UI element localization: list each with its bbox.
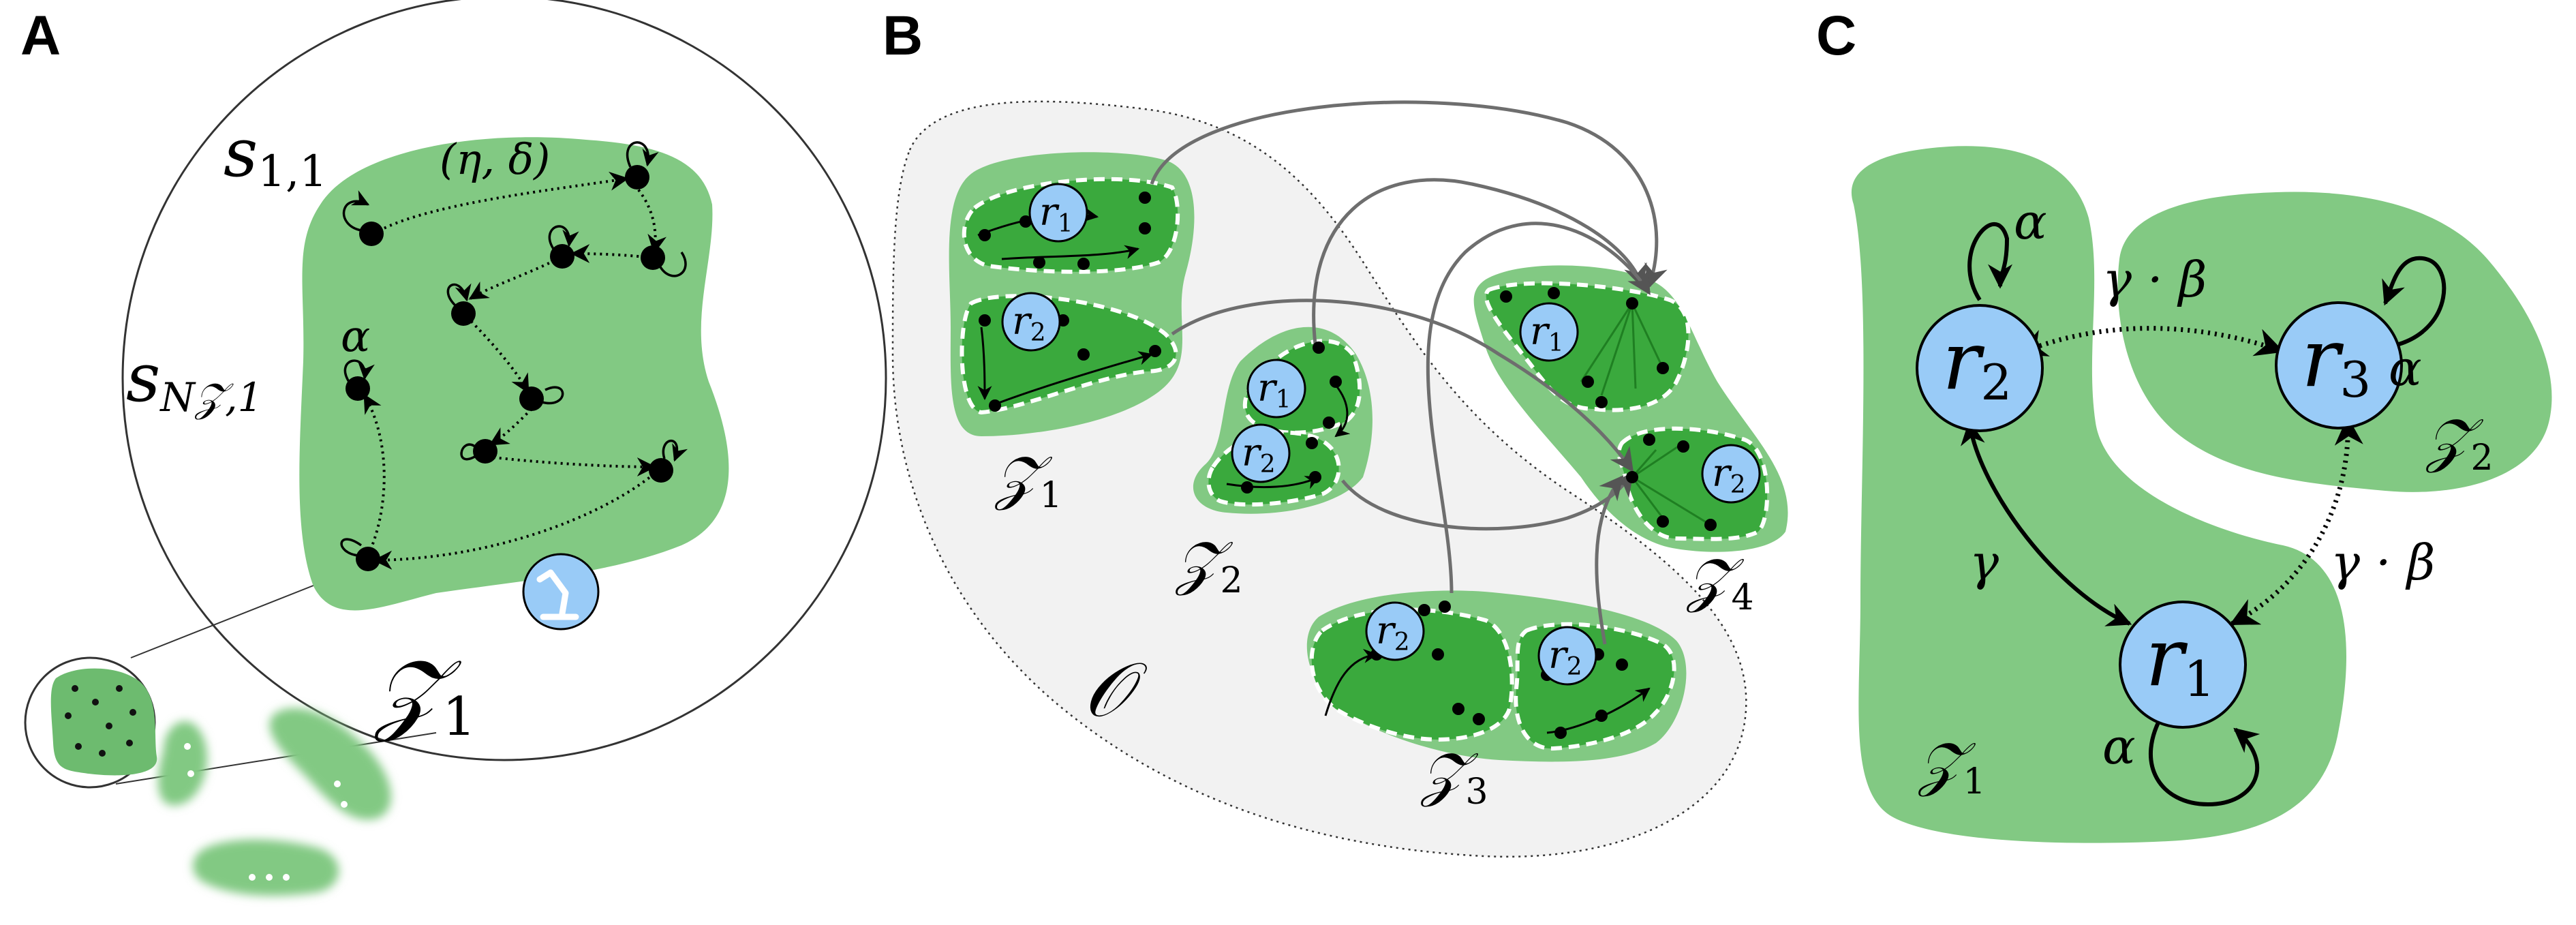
origin-zone bbox=[50, 668, 157, 776]
svg-text:r2: r2 bbox=[1548, 633, 1582, 681]
svg-text:r2: r2 bbox=[1942, 314, 2012, 411]
zone-z1-label-c: 𝒵1 bbox=[1917, 730, 1986, 802]
edge-r2-r1 bbox=[1961, 420, 2132, 626]
svg-text:r2: r2 bbox=[1712, 451, 1746, 499]
edge-r2-self bbox=[1967, 222, 2013, 301]
label-alpha-r3: α bbox=[2389, 339, 2422, 397]
node-r1: r1 bbox=[2119, 601, 2247, 729]
region-node-z3-r2b: r2 bbox=[1537, 626, 1597, 686]
region-node-z2-r2: r2 bbox=[1231, 423, 1291, 483]
svg-text:r1: r1 bbox=[1257, 366, 1291, 414]
robot-arm-icon bbox=[522, 553, 600, 631]
node-r2: r2 bbox=[1916, 304, 2044, 432]
label-gamma: γ bbox=[1969, 534, 1999, 591]
zoom-line-top bbox=[130, 582, 321, 658]
mini-zone-3 bbox=[193, 839, 339, 896]
panel-label-b: B bbox=[883, 5, 923, 67]
panel-label-a: A bbox=[20, 5, 61, 67]
self-loop-alpha-label: α bbox=[341, 312, 370, 362]
label-gamma-beta-right: γ · β bbox=[2331, 534, 2435, 591]
zone-z4-label-b: 𝒵4 bbox=[1685, 546, 1754, 618]
region-node-z4-r1: r1 bbox=[1519, 302, 1579, 362]
region-node-z1-r2: r2 bbox=[1001, 292, 1061, 352]
region-node-z1-r1: r1 bbox=[1028, 183, 1088, 243]
edge-r1-self bbox=[2149, 711, 2260, 807]
edge-r1-r3 bbox=[2229, 416, 2363, 626]
panel-c-edges bbox=[1961, 222, 2447, 807]
state-graph-a bbox=[363, 171, 666, 570]
svg-text:r2: r2 bbox=[1376, 609, 1410, 656]
svg-text:r1: r1 bbox=[1039, 190, 1073, 238]
self-loops-a bbox=[340, 141, 688, 557]
svg-text:r1: r1 bbox=[2145, 610, 2215, 708]
origin-dots bbox=[65, 685, 136, 757]
region-node-z4-r2: r2 bbox=[1701, 444, 1761, 504]
edge-params-label: (η, δ) bbox=[440, 134, 550, 184]
inter-zone-transitions bbox=[1150, 100, 1668, 645]
node-r3: r3 bbox=[2275, 301, 2403, 429]
mini-zone-dots bbox=[184, 743, 348, 881]
mini-zone-1 bbox=[158, 721, 207, 806]
svg-text:r3: r3 bbox=[2301, 311, 2371, 408]
region-node-z3-r2a: r2 bbox=[1365, 601, 1425, 661]
svg-text:r2: r2 bbox=[1012, 299, 1046, 347]
svg-text:r2: r2 bbox=[1242, 431, 1276, 479]
label-gamma-beta-top: γ · β bbox=[2102, 251, 2207, 308]
edge-r2-r3 bbox=[2018, 326, 2284, 357]
edge-r3-self bbox=[2382, 256, 2447, 346]
z4-fan-edges bbox=[1580, 303, 1711, 526]
state-nodes-a bbox=[346, 165, 673, 571]
mini-zone-2 bbox=[269, 708, 391, 820]
state-last-label: sN𝒵,1 bbox=[126, 339, 263, 421]
region-node-z2-r1: r1 bbox=[1246, 359, 1306, 419]
label-alpha-r1: α bbox=[2102, 718, 2136, 775]
svg-text:r1: r1 bbox=[1530, 309, 1564, 357]
state-first-label: s1,1 bbox=[224, 115, 327, 197]
label-alpha-r2: α bbox=[2014, 193, 2047, 250]
panel-label-c: C bbox=[1816, 5, 1856, 67]
